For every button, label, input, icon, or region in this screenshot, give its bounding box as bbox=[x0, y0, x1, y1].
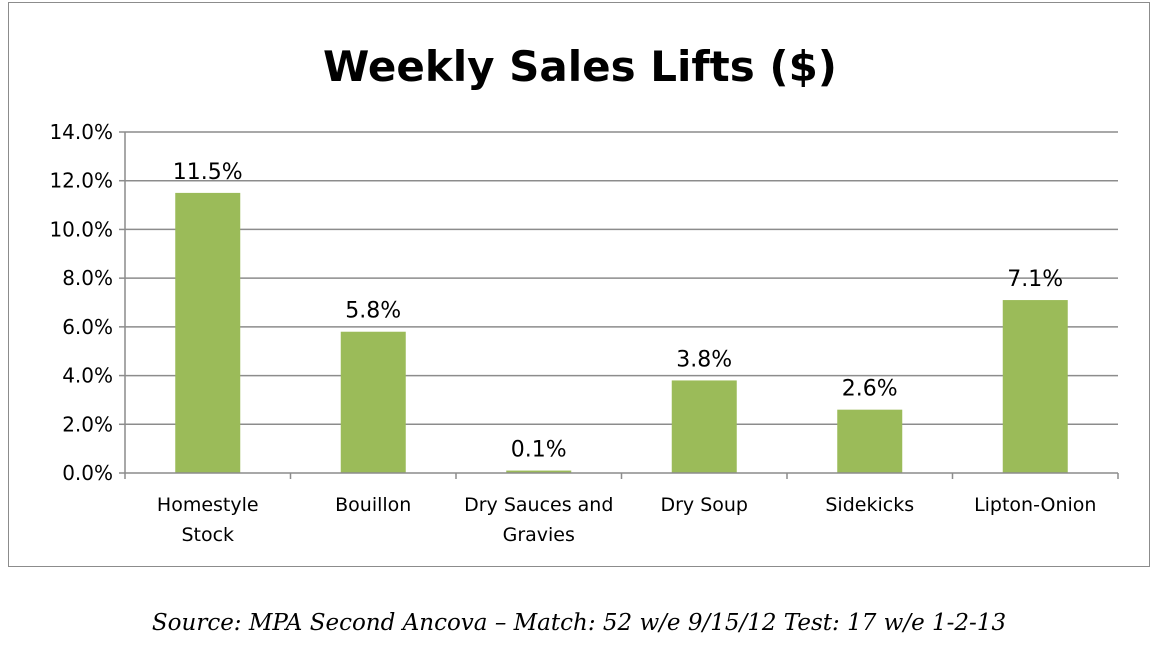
category-label: Dry Soup bbox=[660, 494, 748, 516]
category-label: Dry Sauces and bbox=[464, 494, 613, 516]
y-tick-label: 14.0% bbox=[49, 120, 113, 144]
category-label: Lipton-Onion bbox=[974, 494, 1096, 516]
category-label: Stock bbox=[181, 524, 234, 546]
bar bbox=[175, 192, 241, 473]
bar bbox=[1002, 300, 1068, 473]
data-labels: 11.5% 5.8% 0.1% 3.8% 2.6% 7.1% bbox=[173, 160, 1063, 463]
x-axis-category-labels: Homestyle Stock Bouillon Dry Sauces and Grav… bbox=[157, 494, 1097, 546]
category-label: Gravies bbox=[503, 524, 575, 546]
data-label: 3.8% bbox=[676, 347, 732, 372]
data-label: 7.1% bbox=[1007, 267, 1063, 292]
chart-title: Weekly Sales Lifts ($) bbox=[323, 42, 837, 91]
y-tick-label: 2.0% bbox=[62, 412, 113, 436]
category-label: Homestyle bbox=[157, 494, 259, 516]
data-label: 2.6% bbox=[842, 377, 898, 402]
bars bbox=[175, 192, 1068, 473]
category-label: Bouillon bbox=[335, 494, 411, 516]
bar bbox=[837, 409, 903, 473]
data-label: 11.5% bbox=[173, 160, 243, 185]
bar bbox=[671, 380, 737, 473]
bar bbox=[340, 331, 406, 473]
gridlines bbox=[119, 131, 1118, 474]
y-tick-label: 0.0% bbox=[62, 461, 113, 485]
y-tick-label: 8.0% bbox=[62, 266, 113, 290]
bar-chart: Weekly Sales Lifts ($) 0.0% 2.0% 4.0% 6.0% 8… bbox=[49, 42, 1119, 546]
y-tick-label: 12.0% bbox=[49, 169, 113, 193]
y-tick-label: 4.0% bbox=[62, 364, 113, 388]
y-axis-tick-labels: 0.0% 2.0% 4.0% 6.0% 8.0% 10.0% 12.0% 14.0% bbox=[49, 120, 113, 485]
data-label: 0.1% bbox=[511, 438, 567, 463]
y-tick-label: 10.0% bbox=[49, 217, 113, 241]
source-note: Source: MPA Second Ancova – Match: 52 w/… bbox=[151, 610, 1007, 636]
y-tick-label: 6.0% bbox=[62, 315, 113, 339]
chart-frame: Weekly Sales Lifts ($) 0.0% 2.0% 4.0% 6.0% 8… bbox=[8, 2, 1150, 567]
data-label: 5.8% bbox=[345, 299, 401, 324]
axes bbox=[124, 132, 1119, 479]
bar bbox=[506, 470, 572, 473]
category-label: Sidekicks bbox=[825, 494, 914, 516]
